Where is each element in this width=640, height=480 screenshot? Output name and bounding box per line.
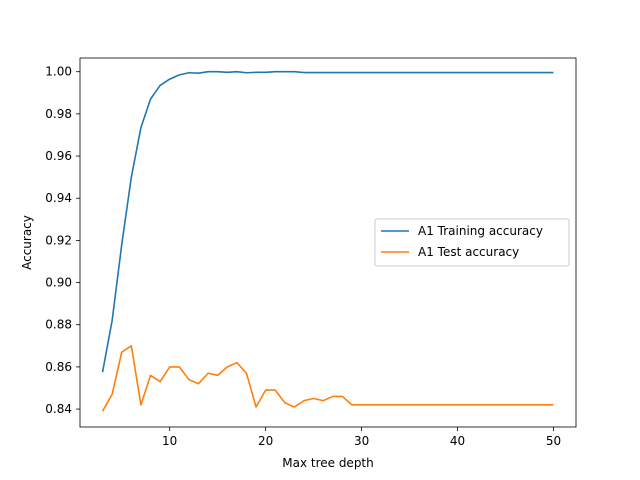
- series-line-1: [101, 345, 554, 412]
- x-tick-label: 50: [546, 434, 561, 448]
- y-axis-label: Accuracy: [20, 215, 34, 270]
- y-axis-ticks: 0.84 0.86 0.88 0.90 0.92 0.94 0.96 0.98 1.00: [45, 65, 80, 416]
- y-tick-label: 0.84: [45, 402, 72, 416]
- legend-box: [374, 218, 570, 267]
- legend-label-training: A1 Training accuracy: [418, 224, 543, 238]
- y-tick-label: 0.98: [45, 107, 72, 121]
- legend-label-test: A1 Test accuracy: [418, 245, 519, 259]
- y-tick-label: 0.92: [45, 233, 72, 247]
- y-tick-label: 0.96: [45, 149, 72, 163]
- axes-frame: [79, 57, 577, 428]
- y-tick-label: 1.00: [45, 65, 72, 79]
- y-tick-label: 0.94: [45, 191, 72, 205]
- x-tick-label: 30: [354, 434, 369, 448]
- x-axis-ticks: 10 20 30 40 50: [162, 427, 561, 448]
- legend: A1 Training accuracy A1 Test accuracy: [374, 218, 570, 267]
- y-tick-label: 0.88: [45, 318, 72, 332]
- x-axis-label: Max tree depth: [282, 456, 374, 470]
- x-tick-label: 20: [258, 434, 273, 448]
- y-tick-label: 0.90: [45, 276, 72, 290]
- series-line-0: [101, 70, 554, 373]
- x-tick-label: 10: [162, 434, 177, 448]
- plot-lines: [101, 70, 554, 412]
- x-tick-label: 40: [450, 434, 465, 448]
- y-tick-label: 0.86: [45, 360, 72, 374]
